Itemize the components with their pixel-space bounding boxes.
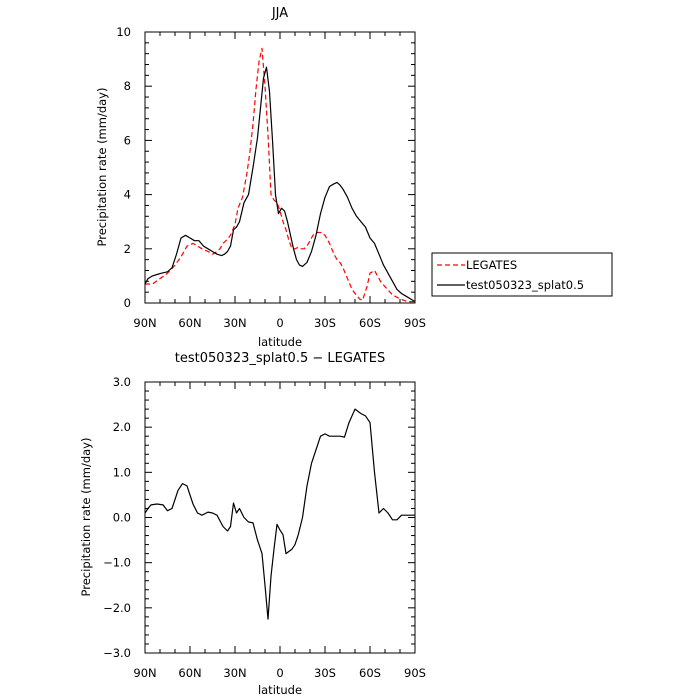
bottom-y-tick-label: −1.0 bbox=[103, 556, 131, 570]
top-series bbox=[144, 47, 416, 303]
bottom-series bbox=[144, 408, 415, 620]
bottom-x-tick-label: 30N bbox=[223, 666, 246, 680]
bottom-y-tick-label: −3.0 bbox=[103, 646, 131, 660]
top-ticks: 90N 60N 30N 0 30S 60S 90S 0 2 4 6 8 10 bbox=[116, 25, 426, 330]
bottom-panel: test050323_splat0.5 − LEGATES 90N 60N 30N 0… bbox=[79, 351, 426, 697]
bottom-x-tick-label: 60N bbox=[178, 666, 201, 680]
bottom-x-tick-label: 30S bbox=[314, 666, 336, 680]
bottom-x-axis-title: latitude bbox=[258, 683, 302, 697]
top-x-tick-label: 60N bbox=[178, 316, 201, 330]
top-plot-frame bbox=[144, 31, 416, 304]
top-y-tick-label: 4 bbox=[124, 188, 131, 202]
bottom-y-tick-label: 3.0 bbox=[113, 375, 131, 389]
top-y-tick-label: 0 bbox=[124, 296, 131, 310]
top-y-tick-label: 8 bbox=[124, 79, 131, 93]
bottom-y-tick-label: 2.0 bbox=[113, 420, 131, 434]
top-y-axis-title: Precipitation rate (mm/day) bbox=[95, 88, 109, 247]
top-y-tick-label: 10 bbox=[116, 25, 131, 39]
bottom-y-tick-label: 1.0 bbox=[113, 465, 131, 479]
bottom-y-tick-label: −2.0 bbox=[103, 601, 131, 615]
top-series-line-0 bbox=[145, 47, 415, 303]
top-x-tick-label: 30S bbox=[314, 316, 336, 330]
bottom-ticks: 90N 60N 30N 0 30S 60S 90S 3.0 2.0 1.0 0.0 −1.0 −2.0 −… bbox=[103, 375, 426, 680]
top-x-axis-title: latitude bbox=[258, 335, 302, 349]
legend: LEGATES test050323_splat0.5 bbox=[431, 252, 613, 297]
top-y-tick-label: 2 bbox=[124, 242, 131, 256]
top-y-tick-label: 6 bbox=[124, 133, 131, 147]
top-x-tick-label: 60S bbox=[359, 316, 381, 330]
legend-label-legates: LEGATES bbox=[466, 258, 517, 272]
top-x-tick-label: 30N bbox=[223, 316, 246, 330]
bottom-x-tick-label: 60S bbox=[359, 666, 381, 680]
bottom-plot-frame bbox=[144, 381, 416, 654]
bottom-y-axis-title: Precipitation rate (mm/day) bbox=[79, 438, 93, 597]
top-x-tick-label: 0 bbox=[276, 316, 283, 330]
legend-label-test: test050323_splat0.5 bbox=[466, 278, 584, 292]
bottom-x-tick-label: 90N bbox=[133, 666, 156, 680]
top-series-line-1 bbox=[144, 66, 416, 303]
bottom-x-tick-label: 90S bbox=[404, 666, 426, 680]
legend-box bbox=[431, 252, 613, 297]
top-x-tick-label: 90S bbox=[404, 316, 426, 330]
top-x-tick-label: 90N bbox=[133, 316, 156, 330]
bottom-y-tick-label: 0.0 bbox=[113, 511, 131, 525]
top-chart-title: JJA bbox=[271, 6, 288, 21]
bottom-chart-title: test050323_splat0.5 − LEGATES bbox=[175, 351, 385, 366]
bottom-x-tick-label: 0 bbox=[276, 666, 283, 680]
bottom-series-line-0 bbox=[144, 408, 415, 620]
